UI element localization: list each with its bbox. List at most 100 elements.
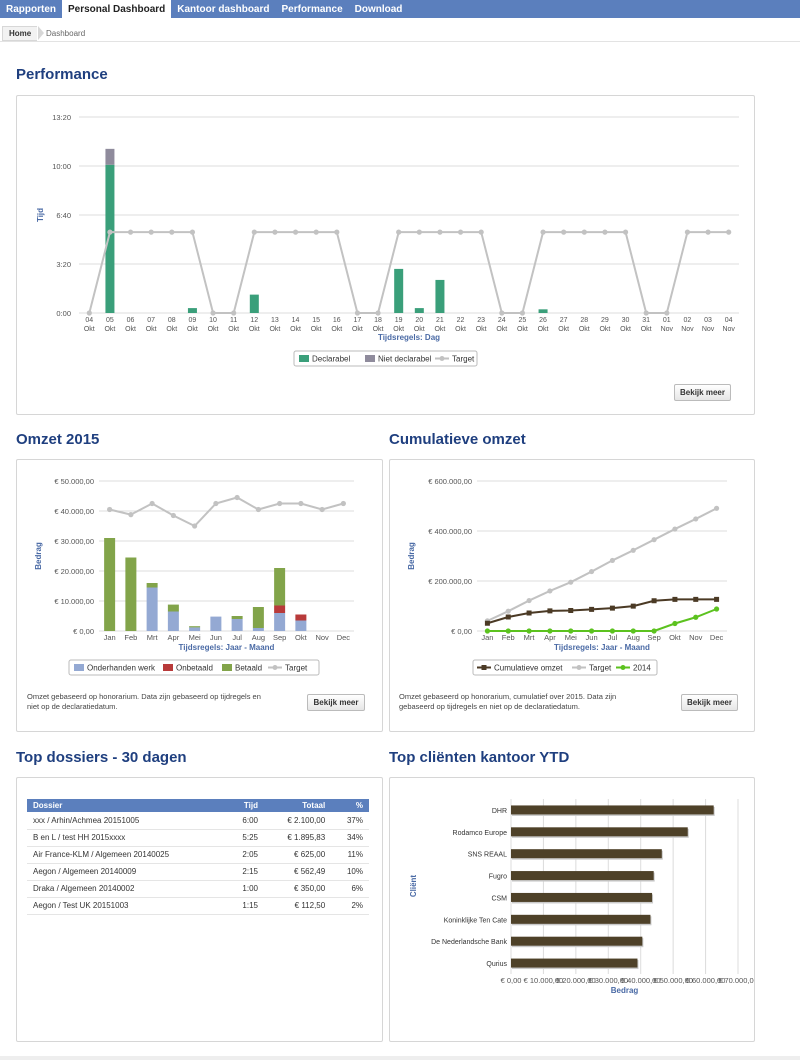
series-point xyxy=(609,605,615,611)
x-axis-label: Tijdsregels: Jaar - Maand xyxy=(179,643,275,652)
omzet-panel: € 0,00 € 10.000,00 € 20.000,00 € 30.000,00 €… xyxy=(16,459,383,732)
breadcrumb-separator-icon xyxy=(38,26,44,40)
legend-label: Onderhanden werk xyxy=(87,664,156,673)
x-tick-label: Okt xyxy=(84,326,95,333)
table-header-row: Dossier Tijd Totaal % xyxy=(27,799,369,812)
performance-more-button[interactable]: Bekijk meer xyxy=(674,384,731,401)
series-point xyxy=(526,597,532,604)
x-tick-label: 25 xyxy=(519,317,527,324)
dossier-cell: Aegon / Algemeen 20140009 xyxy=(27,863,227,881)
x-tick-label: 01 xyxy=(663,317,671,324)
x-tick-label: Apr xyxy=(544,633,556,642)
bar-declarabel xyxy=(414,308,424,313)
cumulatief-more-button[interactable]: Bekijk meer xyxy=(681,694,738,711)
bar-betaald xyxy=(146,583,158,588)
target-point xyxy=(684,229,691,235)
column-header-dossier[interactable]: Dossier xyxy=(27,799,227,812)
target-point xyxy=(354,310,361,316)
column-header-tijd[interactable]: Tijd xyxy=(226,799,264,812)
series-point xyxy=(651,628,657,634)
x-tick-label: Aug xyxy=(627,633,640,642)
x-tick-label: 31 xyxy=(642,317,650,324)
target-point xyxy=(416,229,422,235)
x-tick-label: Okt xyxy=(414,326,425,333)
omzet-more-button[interactable]: Bekijk meer xyxy=(307,694,365,711)
bar-client xyxy=(511,871,654,881)
bar-client xyxy=(511,827,688,837)
table-row[interactable]: Draka / Algemeen 20140002 1:00 € 350,00 6% xyxy=(27,880,369,898)
series-point xyxy=(630,603,636,609)
breadcrumb-current: Dashboard xyxy=(46,29,86,38)
x-tick-label: 19 xyxy=(395,317,403,324)
column-header-totaal[interactable]: Totaal xyxy=(263,799,332,812)
y-tick-label: € 0,00 xyxy=(451,627,472,636)
tab-kantoor-dashboard[interactable]: Kantoor dashboard xyxy=(177,3,270,15)
table-row[interactable]: Aegon / Algemeen 20140009 2:15 € 562,49 10% xyxy=(27,863,369,881)
omzet-title: Omzet 2015 xyxy=(16,431,100,448)
x-axis-label: Tijdsregels: Dag xyxy=(378,333,440,342)
series-point xyxy=(713,505,720,511)
x-tick-label: Okt xyxy=(311,326,322,333)
x-tick-label: 15 xyxy=(312,317,320,324)
tab-download[interactable]: Download xyxy=(354,3,403,15)
column-header-percent[interactable]: % xyxy=(331,799,369,812)
x-tick-label: Nov xyxy=(681,326,694,333)
x-tick-label: 10 xyxy=(209,317,217,324)
series-point xyxy=(547,608,553,614)
target-point xyxy=(107,229,113,235)
dossier-cell: xxx / Arhin/Achmea 20151005 xyxy=(27,812,227,830)
target-point xyxy=(148,229,154,235)
y-tick-label: € 50.000,00 xyxy=(54,477,94,486)
table-row[interactable]: B en L / test HH 2015xxxx 5:25 € 1.895,83 3… xyxy=(27,829,369,847)
legend-swatch xyxy=(365,355,375,362)
x-tick-label: € 0,00 xyxy=(501,976,522,985)
bar-onderhanden-werk xyxy=(167,611,179,631)
series-point xyxy=(484,620,490,626)
x-tick-label: 13 xyxy=(271,317,279,324)
table-row[interactable]: Air France-KLM / Algemeen 20140025 2:05 € … xyxy=(27,846,369,864)
dossiers-title: Top dossiers - 30 dagen xyxy=(16,749,187,766)
x-tick-label: Okt xyxy=(599,326,610,333)
y-tick-label: Koninklijke Ten Cate xyxy=(444,917,507,924)
x-tick-label: Okt xyxy=(455,326,466,333)
y-tick-label: € 20.000,00 xyxy=(54,567,94,576)
breadcrumb-home[interactable]: Home xyxy=(2,26,38,41)
x-tick-label: Feb xyxy=(502,633,515,642)
target-point xyxy=(234,494,240,501)
performance-title: Performance xyxy=(16,66,108,83)
legend-label: Target xyxy=(285,664,308,673)
y-tick-label: 6:40 xyxy=(56,211,71,220)
x-tick-label: Jan xyxy=(104,633,116,642)
y-tick-label: De Nederlandsche Bank xyxy=(431,939,507,946)
bar-client xyxy=(511,936,643,946)
target-point xyxy=(375,310,381,316)
x-tick-label: Okt xyxy=(579,326,590,333)
table-row[interactable]: Aegon / Test UK 20151003 1:15 € 112,50 2% xyxy=(27,897,369,915)
x-tick-label: Jul xyxy=(608,633,618,642)
series-point xyxy=(526,628,532,634)
series-line-cumulatieve-omzet xyxy=(487,598,717,625)
series-point xyxy=(714,596,720,602)
performance-chart: 0:00 3:20 6:40 10:00 13:20 Tijd 04 Okt 05 Okt 06 Ok… xyxy=(36,113,739,367)
tab-performance[interactable]: Performance xyxy=(281,3,343,15)
totaal-cell: € 1.895,83 xyxy=(263,829,332,847)
x-tick-label: Okt xyxy=(187,326,198,333)
target-point xyxy=(213,500,219,507)
tab-rapporten[interactable]: Rapporten xyxy=(6,3,56,15)
tab-personal-dashboard[interactable]: Personal Dashboard xyxy=(62,0,172,18)
x-tick-label: Nov xyxy=(661,326,674,333)
tijd-cell: 1:00 xyxy=(226,880,264,898)
target-point xyxy=(149,500,155,507)
x-tick-label: Okt xyxy=(249,326,260,333)
x-tick-label: Okt xyxy=(620,326,631,333)
table-row[interactable]: xxx / Arhin/Achmea 20151005 6:00 € 2.100,0… xyxy=(27,812,369,830)
x-tick-label: Okt xyxy=(166,326,177,333)
series-point xyxy=(568,628,574,634)
y-axis-label: Bedrag xyxy=(407,542,416,570)
x-tick-label: Mei xyxy=(189,633,201,642)
x-tick-label: Mrt xyxy=(147,633,159,642)
target-point xyxy=(561,229,567,235)
target-point xyxy=(169,229,175,235)
x-tick-label: 04 xyxy=(85,317,93,324)
x-tick-label: Okt xyxy=(496,326,507,333)
